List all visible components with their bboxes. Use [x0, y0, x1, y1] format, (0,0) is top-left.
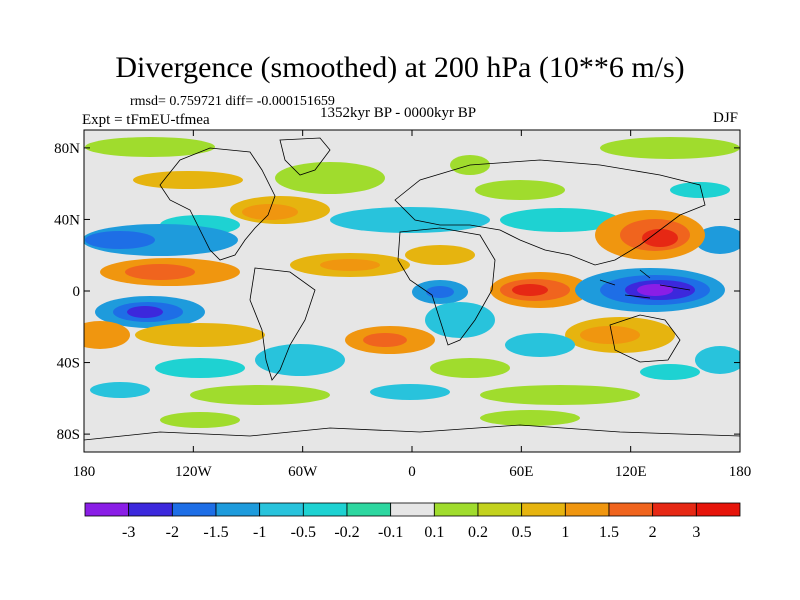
- contour-region: [363, 333, 407, 347]
- season-label: DJF: [712, 110, 738, 126]
- colorbar-swatch: [564, 502, 610, 517]
- contour-region: [480, 410, 580, 426]
- coastline-north-america: [159, 147, 276, 261]
- contour-region: [426, 286, 454, 298]
- colorbar-swatch: [477, 502, 523, 517]
- colorbar-swatch: [521, 502, 566, 517]
- colorbar-label: 1.5: [599, 524, 619, 541]
- y-tick-label: 40S: [57, 356, 80, 372]
- y-tick-label: 80N: [54, 141, 80, 157]
- x-tick-label: 60E: [509, 464, 533, 480]
- contour-region: [330, 207, 490, 233]
- colorbar-swatch: [652, 502, 697, 517]
- contour-region: [85, 137, 215, 157]
- coastline-greenland: [279, 137, 331, 176]
- contour-region: [320, 259, 380, 271]
- contour-region: [255, 344, 345, 376]
- colorbar-label: -0.1: [378, 524, 403, 541]
- coastline-antarctica: [84, 424, 740, 441]
- x-tick-label: 120E: [615, 464, 647, 480]
- contour-region: [695, 226, 740, 254]
- contour-region: [405, 245, 475, 265]
- colorbar-label: 0.2: [468, 524, 488, 541]
- coastline-maritime-islands: [599, 269, 691, 299]
- contour-region: [135, 323, 265, 347]
- colorbar-swatch: [390, 502, 435, 517]
- contour-region: [500, 208, 620, 232]
- colorbar: -3 -2 -1.5 -1 -0.5 -0.2 -0.1 0.1 0.2 0.5 1 1.5 2 3: [84, 502, 741, 541]
- contour-region: [242, 204, 298, 220]
- colorbar-label: -2: [166, 524, 179, 541]
- colorbar-swatch: [608, 502, 654, 517]
- contour-region: [640, 364, 700, 380]
- contour-region: [370, 384, 450, 400]
- contour-region: [430, 358, 510, 378]
- x-tick-label: 180: [73, 464, 96, 480]
- contour-region: [85, 231, 155, 249]
- contour-region: [90, 382, 150, 398]
- chart-title: Divergence (smoothed) at 200 hPa (10**6 …: [115, 51, 685, 84]
- colorbar-swatch: [346, 502, 392, 517]
- period-label: 1352kyr BP - 0000kyr BP: [320, 105, 477, 121]
- colorbar-label: 2: [649, 524, 657, 541]
- contour-region: [133, 171, 243, 189]
- contour-region: [480, 385, 640, 405]
- contour-region: [125, 264, 195, 280]
- colorbar-swatch: [128, 502, 173, 517]
- contour-region: [160, 412, 240, 428]
- colorbar-label: 0.5: [512, 524, 532, 541]
- colorbar-label: 3: [692, 524, 700, 541]
- contour-region: [580, 326, 640, 344]
- colorbar-label: -1.5: [203, 524, 228, 541]
- x-tick-label: 0: [408, 464, 416, 480]
- axes: 180 120W 60W 0 60E 120E 180 80N 40N 0 40S 80S: [54, 130, 751, 480]
- colorbar-label: -1: [253, 524, 266, 541]
- colorbar-label: 0.1: [424, 524, 444, 541]
- colorbar-label: 1: [561, 524, 569, 541]
- contour-region: [425, 302, 495, 338]
- colorbar-label: -3: [122, 524, 135, 541]
- colorbar-swatch: [433, 502, 479, 517]
- colorbar-label: -0.5: [291, 524, 316, 541]
- contour-region: [637, 284, 673, 296]
- contour-region: [84, 321, 130, 349]
- contour-region: [512, 284, 548, 296]
- coastline-europe-asia: [394, 159, 706, 266]
- x-tick-label: 60W: [288, 464, 318, 480]
- x-tick-label: 180: [729, 464, 752, 480]
- colorbar-swatch: [259, 502, 304, 517]
- contour-region: [670, 182, 730, 198]
- y-tick-label: 0: [73, 284, 81, 300]
- colorbar-label: -0.2: [334, 524, 359, 541]
- coastlines: [84, 137, 740, 441]
- contour-region: [275, 162, 385, 194]
- contour-region: [505, 333, 575, 357]
- y-tick-label: 80S: [57, 427, 80, 443]
- experiment-label: Expt = tFmEU-tfmea: [82, 112, 210, 128]
- contour-region: [475, 180, 565, 200]
- coastline-south-america: [249, 267, 316, 381]
- colorbar-swatch: [695, 502, 741, 517]
- coastline-africa: [397, 227, 496, 346]
- coastline-australia: [609, 314, 681, 363]
- contour-region: [155, 358, 245, 378]
- colorbar-swatch: [171, 502, 217, 517]
- contour-region: [695, 346, 740, 374]
- rmsd-diff-stats: rmsd= 0.759721 diff= -0.000151659: [130, 94, 335, 109]
- contour-region: [127, 306, 163, 318]
- y-tick-label: 40N: [54, 212, 80, 228]
- contour-region: [600, 137, 740, 159]
- colorbar-swatch: [84, 502, 130, 517]
- colorbar-swatch: [215, 502, 261, 517]
- contour-region: [642, 229, 678, 247]
- x-tick-label: 120W: [175, 464, 213, 480]
- contour-region: [190, 385, 330, 405]
- contour-field: [84, 137, 740, 428]
- colorbar-swatch: [302, 502, 348, 517]
